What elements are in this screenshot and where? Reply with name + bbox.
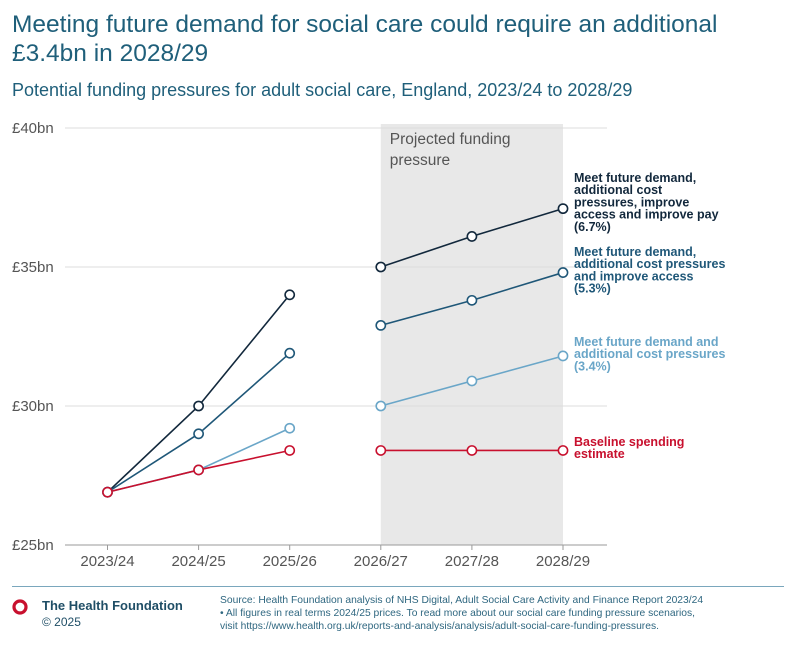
series-label: (3.4%)	[574, 359, 611, 373]
data-point	[466, 294, 478, 306]
data-point	[102, 486, 113, 498]
projection-shaded-region	[380, 124, 563, 545]
data-point	[557, 203, 569, 215]
x-tick-label: 2025/26	[263, 553, 317, 570]
data-point	[466, 231, 478, 242]
source-line: • All figures in real terms 2024/25 pric…	[220, 608, 696, 619]
source-line: visit https://www.health.org.uk/reports-…	[220, 621, 659, 632]
y-tick-label: £35bn	[12, 259, 54, 276]
chart-title: Meeting future demand for social care co…	[12, 11, 718, 67]
series-label: Meet future demand,	[574, 245, 696, 259]
data-point	[557, 445, 569, 456]
data-point	[193, 428, 204, 440]
logo-ring	[12, 599, 28, 615]
source-note: Source: Health Foundation analysis of NH…	[220, 594, 786, 633]
series-label: (5.3%)	[574, 282, 611, 296]
data-point	[284, 289, 296, 301]
series-label: pressures, improve	[574, 195, 689, 209]
data-point	[375, 261, 387, 273]
data-point	[193, 400, 204, 412]
x-tick-label: 2027/28	[445, 553, 499, 570]
y-tick-label: £30bn	[12, 398, 54, 415]
series-label: additional cost pressures	[574, 257, 725, 271]
data-point	[466, 375, 478, 387]
brand-name: The Health Foundation	[42, 598, 183, 613]
series-label: and improve access	[574, 269, 694, 283]
series-label: (6.7%)	[574, 220, 611, 234]
source-line: Source: Health Foundation analysis of NH…	[220, 595, 704, 606]
x-tick-label: 2024/25	[171, 553, 225, 570]
projection-region-label: pressure	[390, 152, 450, 169]
series-label: estimate	[574, 447, 625, 461]
x-tick-label: 2028/29	[536, 553, 590, 570]
data-point	[466, 445, 478, 456]
data-point	[375, 400, 387, 412]
series-label: Meet future demand,	[574, 171, 696, 185]
health-foundation-logo-icon	[12, 599, 28, 615]
copyright: © 2025	[42, 615, 81, 629]
data-point	[557, 350, 569, 362]
x-tick-label: 2026/27	[354, 553, 408, 570]
series-label: Meet future demand and	[574, 335, 718, 349]
data-point	[557, 267, 569, 278]
footer-divider	[12, 586, 784, 587]
projection-region-label: Projected funding	[390, 131, 511, 148]
series-line-historical	[106, 294, 291, 493]
data-point	[375, 445, 387, 456]
series-label: Baseline spending	[574, 435, 684, 449]
line-chart: Projected funding pressure £25bn £30bn £35bn…	[12, 120, 725, 570]
data-point	[375, 319, 387, 331]
data-point	[193, 464, 204, 476]
y-tick-label: £40bn	[12, 120, 54, 137]
x-tick-label: 2023/24	[80, 553, 134, 570]
series-label: access and improve pay	[574, 208, 719, 222]
data-point	[284, 422, 296, 434]
y-tick-label: £25bn	[12, 537, 54, 554]
data-point	[284, 347, 296, 359]
series-label: additional cost pressures	[574, 347, 725, 361]
series-label: additional cost	[574, 183, 663, 197]
data-point	[284, 445, 296, 456]
chart-subtitle: Potential funding pressures for adult so…	[12, 80, 633, 100]
